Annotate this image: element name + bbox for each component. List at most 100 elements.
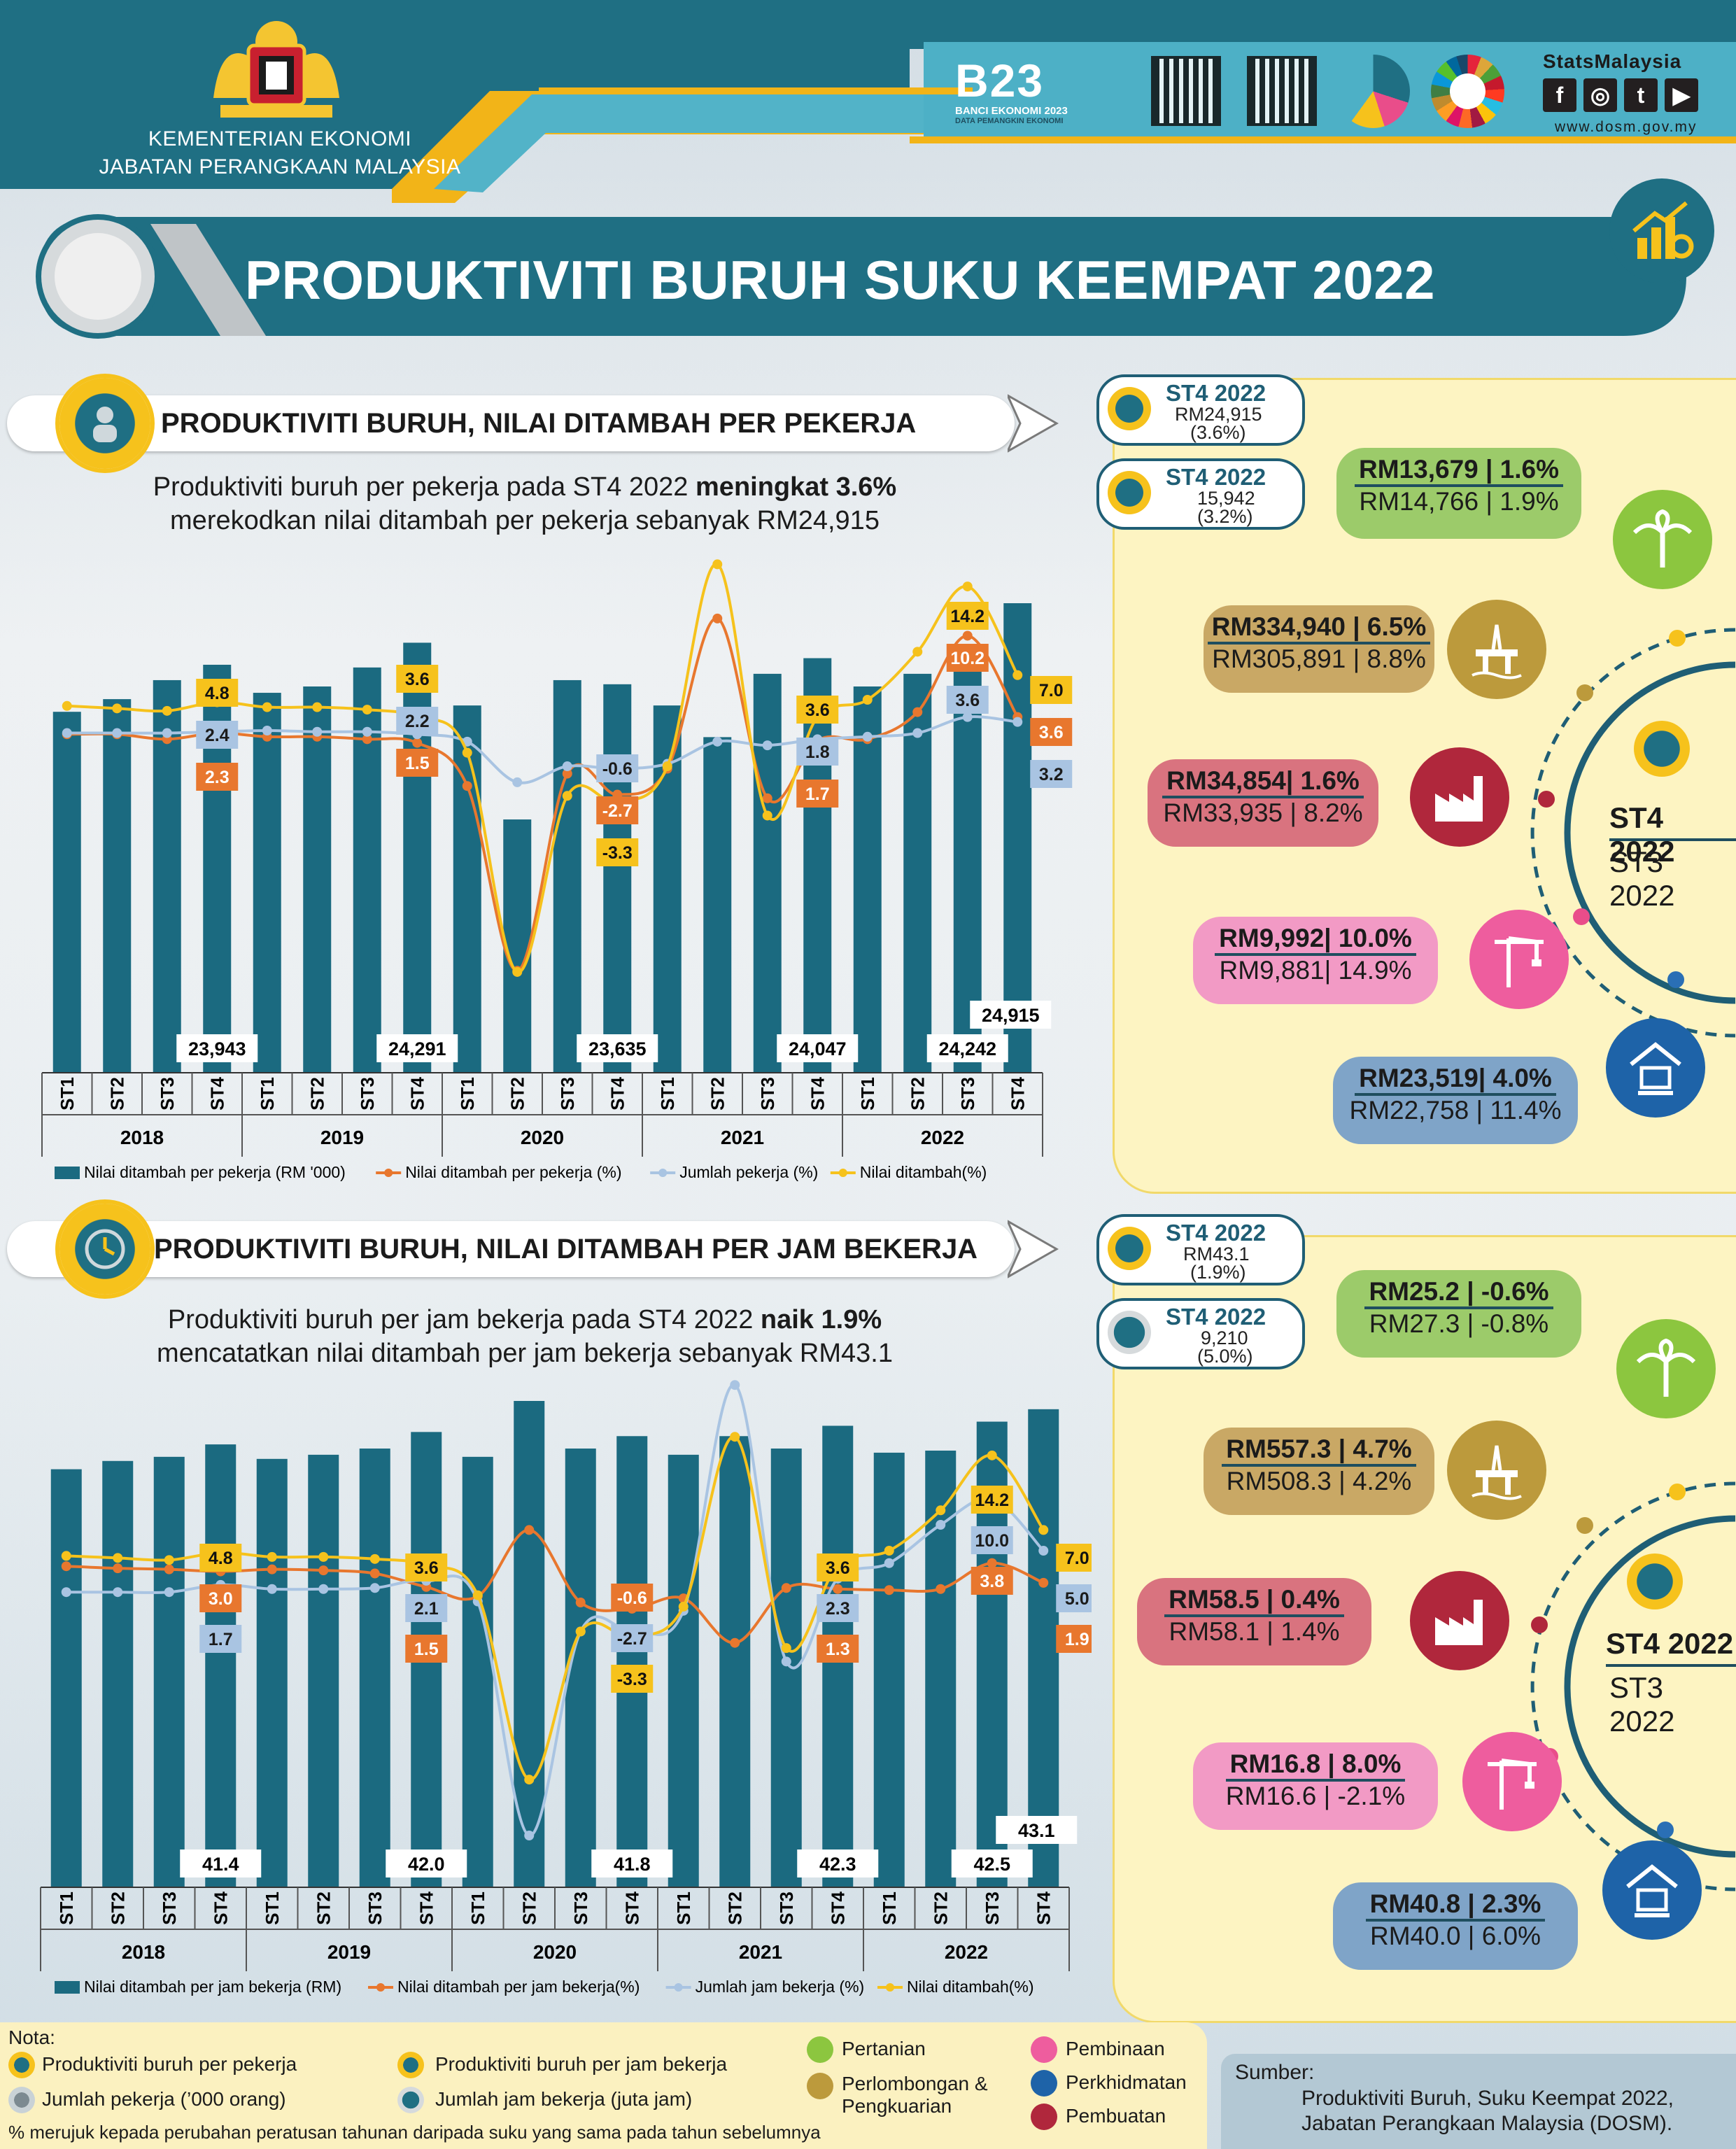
x-group-label: 2019 <box>320 1127 364 1148</box>
x-tick-label: ST1 <box>457 1077 478 1111</box>
series-point <box>62 700 72 711</box>
bar <box>1028 1409 1059 1887</box>
legend-manufacturing: Pembuatan <box>1066 2105 1166 2127</box>
line-value-text: 3.8 <box>980 1572 1004 1591</box>
series-point <box>1012 717 1023 727</box>
line-label-bg <box>817 1635 859 1663</box>
section2-badge-hours: ST4 2022 9,210 (5.0%) <box>1096 1298 1305 1369</box>
stat-previous: RM33,935 | 8.2% <box>1163 798 1363 827</box>
x-tick-label: ST2 <box>106 1077 127 1111</box>
x-tick-label: ST1 <box>257 1077 278 1111</box>
line-value-label: 1.9 <box>1056 1625 1092 1653</box>
line-label-bg <box>596 754 639 782</box>
bar <box>153 679 181 1073</box>
stat-previous: RM27.3 | -0.8% <box>1369 1309 1549 1338</box>
bar <box>303 686 332 1073</box>
x-tick-label: ST2 <box>507 1077 528 1111</box>
coat-of-arms-logo <box>199 14 353 126</box>
bar-value-label: 43.1 <box>996 1816 1078 1844</box>
line-label-bg <box>396 707 439 735</box>
bar-value-label: 23,943 <box>176 1034 258 1062</box>
bar-value-text: 24,291 <box>388 1038 446 1059</box>
website-url[interactable]: www.dosm.gov.my <box>1555 119 1698 135</box>
bar-label-bg <box>926 1034 1008 1062</box>
series-point <box>512 777 523 787</box>
series-point <box>164 1564 174 1574</box>
bar <box>873 1452 905 1887</box>
ministry-name: KEMENTERIAN EKONOMI <box>148 127 412 150</box>
legend-gear-worker-icon <box>8 2052 35 2078</box>
instagram-icon[interactable]: ◎ <box>1583 78 1617 112</box>
x-group-label: 2021 <box>739 1941 782 1963</box>
x-tick-label: ST2 <box>724 1891 745 1925</box>
section1-circle-divider <box>1609 838 1736 841</box>
bar-value-text: 42.3 <box>819 1854 856 1875</box>
stat-current: RM13,679 | 1.6% <box>1355 455 1563 487</box>
legend-text: Jumlah pekerja (%) <box>679 1163 818 1181</box>
series-point <box>562 768 572 779</box>
section2-desc-a: Produktiviti buruh per jam bekerja pada … <box>167 1305 761 1334</box>
line-value-text: 1.9 <box>1065 1630 1089 1649</box>
nota-item-employment: Jumlah pekerja (’000 orang) <box>42 2088 286 2110</box>
section1-heading: PRODUKTIVITI BURUH, NILAI DITAMBAH PER P… <box>161 407 917 439</box>
line-value-text: 3.0 <box>209 1589 233 1609</box>
line-value-label: 3.6 <box>817 1553 859 1581</box>
bar <box>462 1456 493 1887</box>
line-value-label: 1.5 <box>396 749 439 777</box>
bar-value-text: 41.8 <box>614 1854 651 1875</box>
s2-services-stat: RM40.8 | 2.3% RM40.0 | 6.0% <box>1333 1882 1578 1970</box>
youtube-icon[interactable]: ▶ <box>1665 78 1698 112</box>
series-point <box>987 1450 997 1460</box>
line-value-text: 4.8 <box>209 1549 233 1568</box>
section1-orbit <box>1530 628 1736 1038</box>
line-value-label: 14.2 <box>971 1486 1013 1514</box>
legend-text: Nilai ditambah per pekerja (RM '000) <box>84 1163 346 1181</box>
line-label-bg <box>405 1553 448 1581</box>
line-value-label: 7.0 <box>1056 1544 1092 1572</box>
badge-change: (5.0%) <box>1197 1346 1253 1367</box>
x-tick-label: ST3 <box>357 1077 378 1111</box>
nota-box <box>0 2022 1207 2149</box>
legend-marker <box>886 1983 894 1992</box>
bar-value-label: 41.8 <box>591 1849 673 1877</box>
bar <box>616 1436 648 1887</box>
line-label-bg <box>817 1594 859 1622</box>
badge-workers-icon <box>1108 471 1151 514</box>
legend-swatch <box>55 1167 80 1179</box>
series-point <box>912 707 923 717</box>
section2-heading: PRODUKTIVITI BURUH, NILAI DITAMBAH PER J… <box>154 1233 978 1264</box>
line-value-label: 3.6 <box>796 696 839 724</box>
bar-label-bg <box>176 1034 258 1062</box>
series-point <box>1038 1577 1049 1588</box>
x-tick-label: ST3 <box>557 1077 578 1111</box>
stat-current: RM9,992| 10.0% <box>1215 924 1416 956</box>
legend-item: Jumlah jam bekerja (%) <box>665 1978 864 1996</box>
line-value-text: -3.3 <box>617 1670 647 1689</box>
series-point <box>884 1558 894 1568</box>
line-value-label: 3.8 <box>971 1567 1013 1595</box>
bar-label-bg <box>591 1849 673 1877</box>
bar <box>503 819 532 1073</box>
line-value-text: 7.0 <box>1065 1549 1089 1568</box>
bar-value-label: 42.0 <box>386 1849 467 1877</box>
factory-icon <box>1410 747 1509 847</box>
line-label-bg <box>796 696 839 724</box>
facebook-icon[interactable]: f <box>1543 78 1576 112</box>
s2-manufacturing-stat: RM58.5 | 0.4% RM58.1 | 1.4% <box>1137 1578 1371 1665</box>
badge-clock-icon <box>1108 1311 1151 1354</box>
s2-construction-stat: RM16.8 | 8.0% RM16.6 | -2.1% <box>1193 1742 1438 1830</box>
line-value-text: 2.2 <box>405 712 430 731</box>
legend-marker <box>674 1983 683 1992</box>
line-value-text: 3.6 <box>826 1558 850 1578</box>
legend-agriculture-icon <box>807 2036 833 2063</box>
x-group-label: 2022 <box>921 1127 964 1148</box>
line-label-bg <box>796 738 839 766</box>
series-point <box>462 747 472 758</box>
line-label-bg <box>817 1553 859 1581</box>
section1-desc-highlight: meningkat 3.6% <box>696 472 897 502</box>
line-value-label: 10.0 <box>971 1526 1013 1554</box>
twitter-icon[interactable]: t <box>1624 78 1658 112</box>
growth-icon <box>1609 178 1714 283</box>
bar <box>52 712 81 1073</box>
x-tick-label: ST3 <box>570 1891 591 1925</box>
